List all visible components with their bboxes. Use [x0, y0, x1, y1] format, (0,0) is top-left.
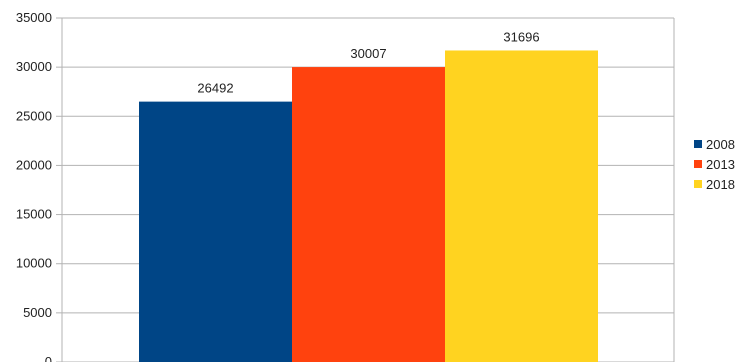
bar-2018 [445, 50, 598, 362]
y-tick-label: 5000 [23, 305, 52, 320]
data-label-2018: 31696 [503, 29, 539, 44]
legend-label-2018: 2018 [706, 177, 735, 192]
y-tick-label: 20000 [16, 157, 52, 172]
data-labels: 26492 30007 31696 [197, 29, 539, 95]
data-label-2008: 26492 [197, 81, 233, 96]
y-tick-label: 10000 [16, 256, 52, 271]
bars [139, 50, 598, 362]
bar-2008 [139, 101, 292, 362]
y-tick-label: 25000 [16, 108, 52, 123]
legend: 2008 2013 2018 [694, 137, 735, 192]
y-tick-label: 15000 [16, 207, 52, 222]
legend-swatch-2018 [694, 180, 702, 188]
y-tick-label: 0 [45, 354, 52, 362]
legend-label-2013: 2013 [706, 157, 735, 172]
legend-label-2008: 2008 [706, 137, 735, 152]
y-tick-label: 35000 [16, 10, 52, 25]
data-label-2013: 30007 [350, 46, 386, 61]
legend-swatch-2013 [694, 160, 702, 168]
bar-2013 [292, 67, 445, 362]
y-tick-label: 30000 [16, 59, 52, 74]
y-axis: 0 5000 10000 15000 20000 25000 30000 35000 [16, 10, 675, 362]
legend-swatch-2008 [694, 140, 702, 148]
